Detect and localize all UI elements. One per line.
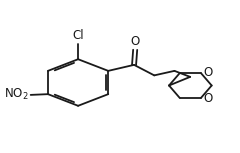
Text: Cl: Cl [72,29,84,42]
Text: O: O [203,66,212,79]
Text: O: O [131,35,140,48]
Text: O: O [203,92,212,105]
Text: NO$_2$: NO$_2$ [4,87,29,103]
